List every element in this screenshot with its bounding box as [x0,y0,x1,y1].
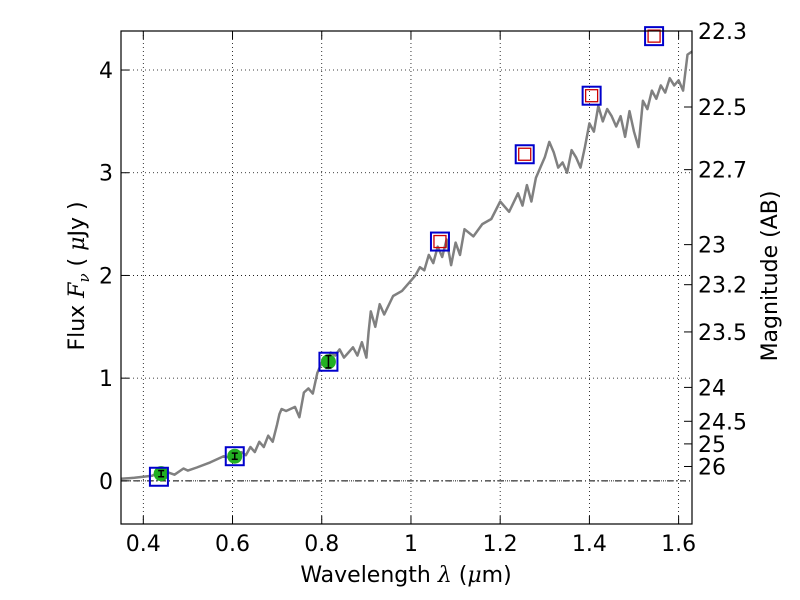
x-tick-label: 0.8 [304,532,339,557]
model-photometry-square [224,446,245,467]
model-photometry-square [514,144,535,165]
grid-layer [121,31,692,524]
magnitude-tick-label: 25 [698,433,726,458]
model-photometry-square [318,351,339,372]
predicted-photometry-square [518,147,532,161]
x-tick-label: 0.4 [126,532,161,557]
y-axis-label: Flux Fν ( μJy ) [65,201,93,350]
predicted-photometry-square [584,89,599,103]
x-tick-label: 1.2 [483,532,518,557]
x-tick-label: 1.6 [661,532,696,557]
magnitude-tick-label: 26 [698,455,726,480]
magnitude-tick-label: 23.5 [698,321,747,346]
magnitude-tick-label: 22.5 [698,96,747,121]
magnitude-tick-label: 24 [698,376,726,401]
x-tick-label: 1.4 [572,532,607,557]
x-tick-label: 1 [404,532,418,557]
plot-frame [120,30,693,525]
model-photometry-square [148,466,169,487]
predicted-photometry-square [433,234,447,249]
y-tick-label: 3 [99,162,113,187]
y-tick-label: 2 [99,264,113,289]
labels-layer: Wavelength λ (μm) Flux Fν ( μJy ) Magnit… [65,191,783,588]
model-photometry-square [644,26,665,47]
magnitude-tick-label: 23 [698,234,726,259]
predicted-photometry-square [647,29,661,43]
spectrum-line [120,50,693,481]
model-photometry-square [429,231,450,252]
x-tick-label: 0.6 [215,532,250,557]
model-photometry-square [581,85,602,106]
magnitude-tick-label: 24.5 [698,410,747,435]
magnitude-tick-label: 23.2 [698,274,747,299]
x-axis-label: Wavelength λ (μm) [300,563,511,588]
y-tick-label: 4 [99,59,113,84]
y-tick-label: 1 [99,367,113,392]
magnitude-axis-label: Magnitude (AB) [758,191,783,362]
series-layer [120,26,693,487]
y-tick-label: 0 [99,470,113,495]
magnitude-tick-label: 22.3 [698,20,747,45]
magnitude-tick-label: 22.7 [698,159,747,184]
ticks-layer: 0.4 0.6 0.8 1 1.2 1.4 1.60123422.322.522.72323… [99,20,747,557]
